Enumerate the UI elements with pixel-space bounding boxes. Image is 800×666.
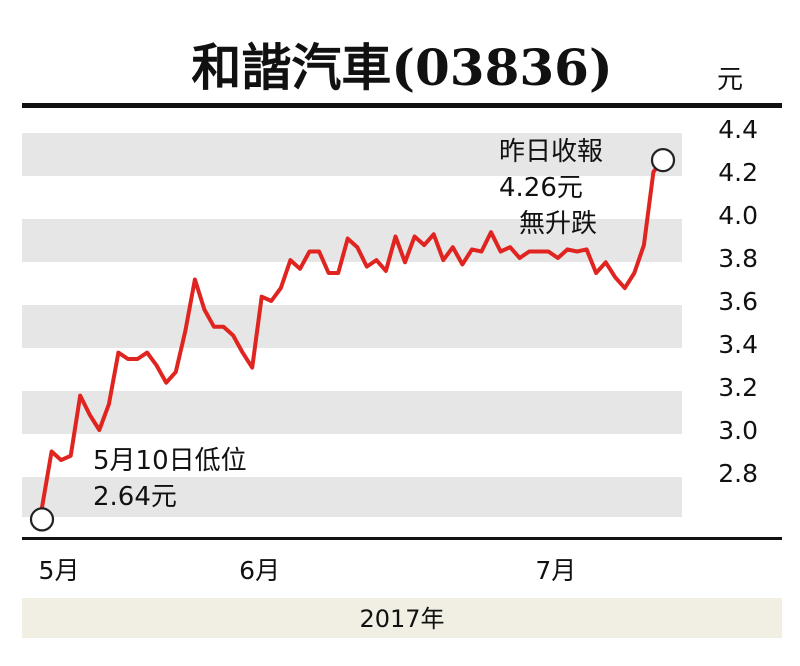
y-tick-label: 4.2 (718, 158, 758, 187)
y-tick-label: 4.4 (718, 115, 758, 144)
x-axis-line (22, 537, 782, 540)
y-tick-label: 2.8 (718, 459, 758, 488)
x-tick-label: 6月 (239, 556, 280, 585)
low-point-marker (29, 507, 55, 532)
y-tick-label: 3.0 (718, 416, 758, 445)
unit-label: 元 (717, 65, 743, 95)
close-point-marker (650, 148, 676, 173)
y-tick-label: 3.6 (718, 287, 758, 316)
background-band (22, 305, 682, 348)
low-value-annotation: 2.64元 (93, 482, 177, 512)
year-band (22, 598, 782, 638)
y-axis: 4.4 4.2 4.0 3.8 3.6 3.4 3.2 3.0 2.8 (718, 115, 758, 488)
low-date-annotation: 5月10日低位 (93, 446, 247, 476)
title-rule (22, 103, 782, 108)
x-tick-label: 5月 (39, 556, 80, 585)
y-tick-label: 4.0 (718, 201, 758, 230)
y-tick-label: 3.4 (718, 330, 758, 359)
price-line (40, 157, 665, 510)
close-change-annotation: 無升跌 (519, 209, 597, 239)
x-axis: 5月6月7月8月 (39, 556, 577, 585)
background-band (22, 477, 682, 517)
year-label: 2017年 (359, 605, 444, 633)
chart-title: 和諧汽車(03836) (191, 38, 612, 97)
close-title-annotation: 昨日收報 (499, 137, 603, 167)
background-band (22, 133, 682, 176)
background-band (22, 391, 682, 434)
x-tick-label: 7月 (535, 556, 576, 585)
y-tick-label: 3.2 (718, 373, 758, 402)
close-value-annotation: 4.26元 (499, 173, 583, 203)
y-tick-label: 3.8 (718, 244, 758, 273)
